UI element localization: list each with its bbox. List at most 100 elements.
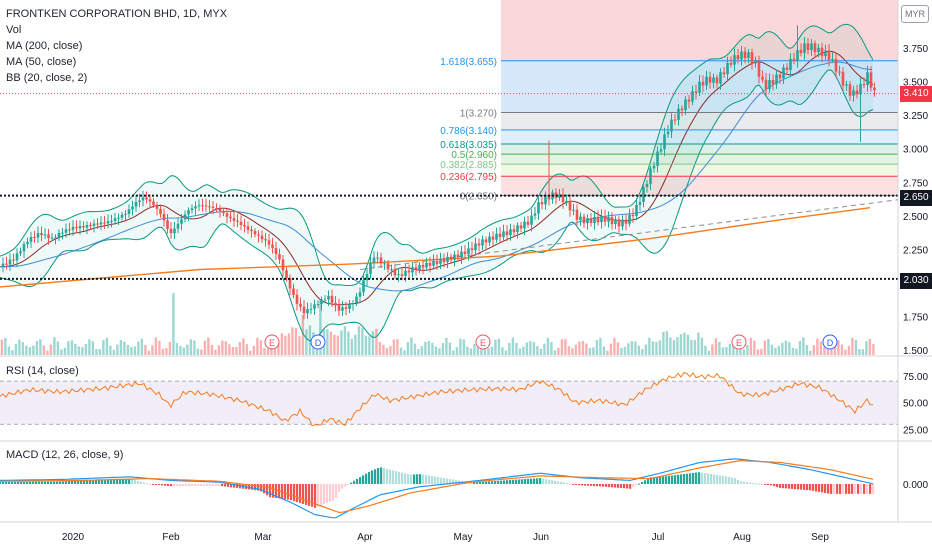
macd-histogram-bar — [842, 484, 845, 494]
macd-histogram-bar — [143, 482, 146, 484]
macd-histogram-bar — [536, 478, 539, 484]
volume-bar — [634, 341, 637, 355]
candle-body — [152, 201, 155, 205]
candle-body — [757, 61, 761, 77]
legend-bb[interactable]: BB (20, close, 2) — [6, 72, 88, 84]
candle-body — [267, 240, 271, 245]
macd-histogram-bar — [530, 478, 533, 484]
volume-bar — [616, 342, 620, 355]
time-tick-label: Aug — [733, 532, 751, 543]
macd-tick-label: 0.000 — [903, 480, 928, 491]
macd-histogram-bar — [674, 475, 677, 484]
level-tag-upper: 2.650 — [900, 190, 932, 206]
volume-bar — [522, 346, 525, 355]
macd-label[interactable]: MACD (12, 26, close, 9) — [6, 449, 124, 461]
legend-vol[interactable]: Vol — [6, 24, 22, 36]
candle-body — [323, 299, 327, 301]
volume-bar — [784, 340, 788, 355]
macd-histogram-bar — [14, 481, 17, 484]
macd-histogram-bar — [296, 484, 299, 503]
current-price-tag: 3.410 — [900, 86, 932, 102]
volume-bar — [756, 349, 760, 355]
macd-histogram-bar — [386, 468, 389, 484]
macd-histogram-bar — [554, 480, 557, 484]
rsi-label[interactable]: RSI (14, close) — [6, 365, 79, 377]
volume-bar — [168, 341, 172, 355]
volume-bar — [749, 337, 753, 355]
volume-bar — [32, 345, 35, 355]
volume-bar — [161, 348, 165, 355]
macd-histogram-bar — [758, 483, 761, 485]
macd-histogram-bar — [173, 484, 176, 487]
macd-histogram-bar — [599, 484, 602, 487]
macd-histogram-bar — [617, 484, 620, 488]
volume-bar — [690, 340, 693, 355]
macd-histogram-bar — [416, 474, 419, 484]
macd-signal-line — [0, 459, 874, 514]
macd-histogram-bar — [629, 484, 632, 489]
macd-histogram-bar — [527, 478, 530, 484]
volume-bar — [256, 337, 259, 355]
candle-body — [414, 267, 418, 270]
candle-body — [673, 119, 677, 121]
volume-bar — [130, 347, 133, 355]
macd-histogram-bar — [392, 470, 395, 484]
candle-body — [162, 213, 166, 221]
volume-bar — [368, 336, 371, 355]
price-tick-label: 1.750 — [903, 312, 928, 323]
volume-bar — [683, 332, 686, 355]
volume-bar — [672, 340, 676, 355]
macd-histogram-bar — [455, 480, 458, 484]
candle-body — [187, 210, 190, 215]
currency-badge[interactable]: MYR — [901, 5, 929, 23]
macd-histogram-bar — [449, 479, 452, 484]
candle-body — [292, 288, 295, 295]
volume-bar — [105, 337, 109, 355]
candle-body — [337, 305, 341, 311]
volume-bar — [711, 344, 714, 355]
volume-bar — [627, 343, 630, 355]
price-tick-label: 2.250 — [903, 245, 928, 256]
legend-ma50[interactable]: MA (50, close) — [6, 56, 77, 68]
candle-body — [19, 251, 22, 254]
macd-histogram-bar — [434, 476, 437, 484]
candle-body — [596, 216, 600, 223]
volume-bar — [823, 346, 826, 355]
volume-bar — [588, 348, 592, 355]
macd-histogram-bar — [203, 484, 206, 487]
candle-body — [733, 55, 736, 65]
macd-histogram-bar — [746, 482, 749, 484]
volume-bar — [809, 350, 812, 355]
candle-body — [820, 47, 824, 57]
candle-body — [173, 228, 176, 234]
macd-histogram-bar — [215, 484, 218, 487]
macd-histogram-bar — [383, 468, 386, 484]
macd-histogram-bar — [104, 479, 107, 484]
volume-bar — [728, 343, 732, 355]
volume-bar — [147, 350, 151, 355]
candle-body — [446, 256, 449, 263]
volume-bar — [305, 329, 308, 355]
candle-body — [852, 90, 855, 96]
candle-body — [831, 58, 834, 60]
volume-bar — [511, 337, 515, 355]
volume-bar — [119, 340, 123, 355]
candle-body — [502, 231, 505, 237]
candle-body — [610, 217, 614, 225]
volume-bar — [403, 350, 406, 355]
macd-histogram-bar — [344, 484, 347, 487]
macd-histogram-bar — [743, 481, 746, 484]
candle-body — [47, 234, 50, 239]
macd-histogram-bar — [623, 484, 626, 489]
volume-bar — [231, 346, 235, 355]
legend-ma200[interactable]: MA (200, close) — [6, 40, 83, 52]
volume-bar — [557, 347, 560, 355]
volume-bar — [487, 348, 490, 355]
macd-histogram-bar — [137, 480, 140, 484]
fib-band — [501, 129, 898, 145]
candle-body — [61, 232, 64, 234]
candle-body — [659, 149, 663, 152]
volume-bar — [473, 344, 476, 355]
macd-histogram-bar — [545, 479, 548, 484]
